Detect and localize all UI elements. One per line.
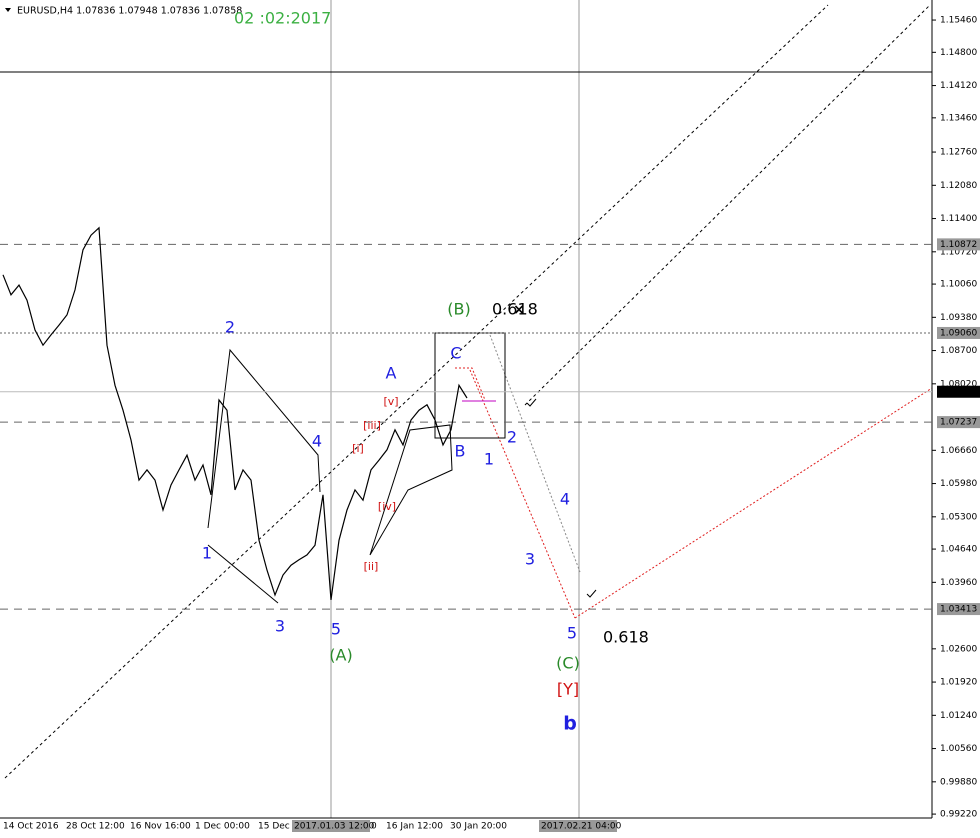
price-label-box: [937, 238, 980, 251]
wave-label: 1: [484, 450, 494, 469]
price-label: 1.07858: [940, 387, 977, 397]
price-label: 1.03413: [940, 605, 977, 615]
x-tick-label: 16 Nov 16:00: [130, 822, 191, 832]
y-tick-label: 1.02600: [940, 644, 977, 654]
wave-label: A: [386, 364, 397, 383]
y-tick-label: 1.12760: [940, 148, 977, 158]
y-tick-label: 1.06660: [940, 446, 977, 456]
price-label-box: [937, 326, 980, 339]
wave-label: [Y]: [557, 680, 579, 699]
wave-label: 2: [507, 428, 517, 447]
wave-label: 0.618: [492, 300, 538, 319]
wave-label: b: [563, 713, 577, 735]
wave-label: (A): [329, 646, 352, 665]
price-label: 1.09060: [940, 328, 977, 338]
wave-label: [ii]: [364, 560, 379, 573]
wave-label: (C): [556, 654, 580, 673]
y-tick-label: 1.03960: [940, 578, 977, 588]
price-label-box: [937, 603, 980, 616]
wave-label: 5: [567, 624, 577, 643]
x-tick-label: 2017.01.03 12:00: [294, 822, 375, 832]
y-tick-label: 1.14120: [940, 81, 977, 91]
y-tick-label: 1.08700: [940, 346, 977, 356]
wave-label: 4: [560, 490, 570, 509]
projection-line: [574, 387, 933, 619]
wave-label: 3: [525, 550, 535, 569]
wave-label: 2: [225, 318, 235, 337]
x-tick-label: 28 Oct 12:00: [66, 822, 125, 832]
wave-line: [369, 424, 453, 556]
y-tick-label: 1.15460: [940, 16, 977, 26]
wave-label: B: [455, 442, 466, 461]
wave-label: 5: [331, 620, 341, 639]
price-label: 1.07237: [940, 418, 977, 428]
y-tick-label: 1.14800: [940, 48, 977, 58]
wave-line: [455, 367, 486, 401]
x-tick-label: 30 Jan 20:00: [450, 822, 507, 832]
y-tick-label: 1.09380: [940, 313, 977, 323]
date-label: 02 :02:2017: [234, 9, 331, 28]
x-tick-label: 16 Jan 12:00: [386, 822, 443, 832]
wave-label: [iii]: [363, 419, 381, 432]
projection-line: [469, 369, 576, 619]
menu-arrow[interactable]: [5, 8, 11, 12]
wave-label: 4: [312, 432, 322, 451]
check: [586, 589, 597, 598]
wave-label: (B): [447, 300, 470, 319]
price-line: [2, 226, 468, 600]
y-tick-label: 1.12080: [940, 181, 977, 191]
y-tick-label: 1.13460: [940, 113, 977, 123]
wave-label: 3: [275, 617, 285, 636]
wave-label: [iv]: [378, 500, 396, 513]
y-tick-label: 1.05300: [940, 512, 977, 522]
wave-label: 1: [202, 544, 212, 563]
y-tick-label: 1.08020: [940, 379, 977, 389]
check: [526, 398, 537, 407]
y-tick-label: 1.01920: [940, 678, 977, 688]
trend-line: [524, 4, 931, 406]
wave-line: [207, 348, 321, 529]
y-tick-label: 1.10060: [940, 280, 977, 290]
x-label-box: [539, 820, 617, 832]
wave-label: 0.618: [603, 628, 649, 647]
price-label-box: [937, 416, 980, 429]
x-tick-label: 1 Dec 00:00: [195, 822, 250, 832]
price-label-box: [937, 385, 980, 398]
price-label: 1.10872: [940, 240, 977, 250]
chart-title: EURUSD,H4 1.07836 1.07948 1.07836 1.0785…: [17, 6, 242, 17]
y-tick-label: 1.10720: [940, 247, 977, 257]
x-tick-label: 2017.02.21 04:00: [541, 822, 622, 832]
y-tick-label: 1.05980: [940, 479, 977, 489]
y-tick-label: 1.04640: [940, 545, 977, 555]
y-tick-label: 1.01240: [940, 711, 977, 721]
x-tick-label: 0: [371, 822, 377, 832]
y-tick-label: 1.00560: [940, 744, 977, 754]
wave-label: [i]: [352, 442, 364, 455]
y-tick-label: 1.11400: [940, 214, 977, 224]
y-tick-label: 0.99220: [940, 810, 977, 820]
y-tick-label: 0.99880: [940, 777, 977, 787]
wave-line: [207, 544, 279, 604]
x-tick-label: 15 Dec: [258, 822, 290, 832]
wave-label: C: [450, 344, 461, 363]
x-tick-label: 14 Oct 2016: [3, 822, 59, 832]
wave-label: [v]: [383, 395, 398, 408]
x-label-box: [292, 820, 370, 832]
wave-label: ×: [513, 302, 525, 318]
